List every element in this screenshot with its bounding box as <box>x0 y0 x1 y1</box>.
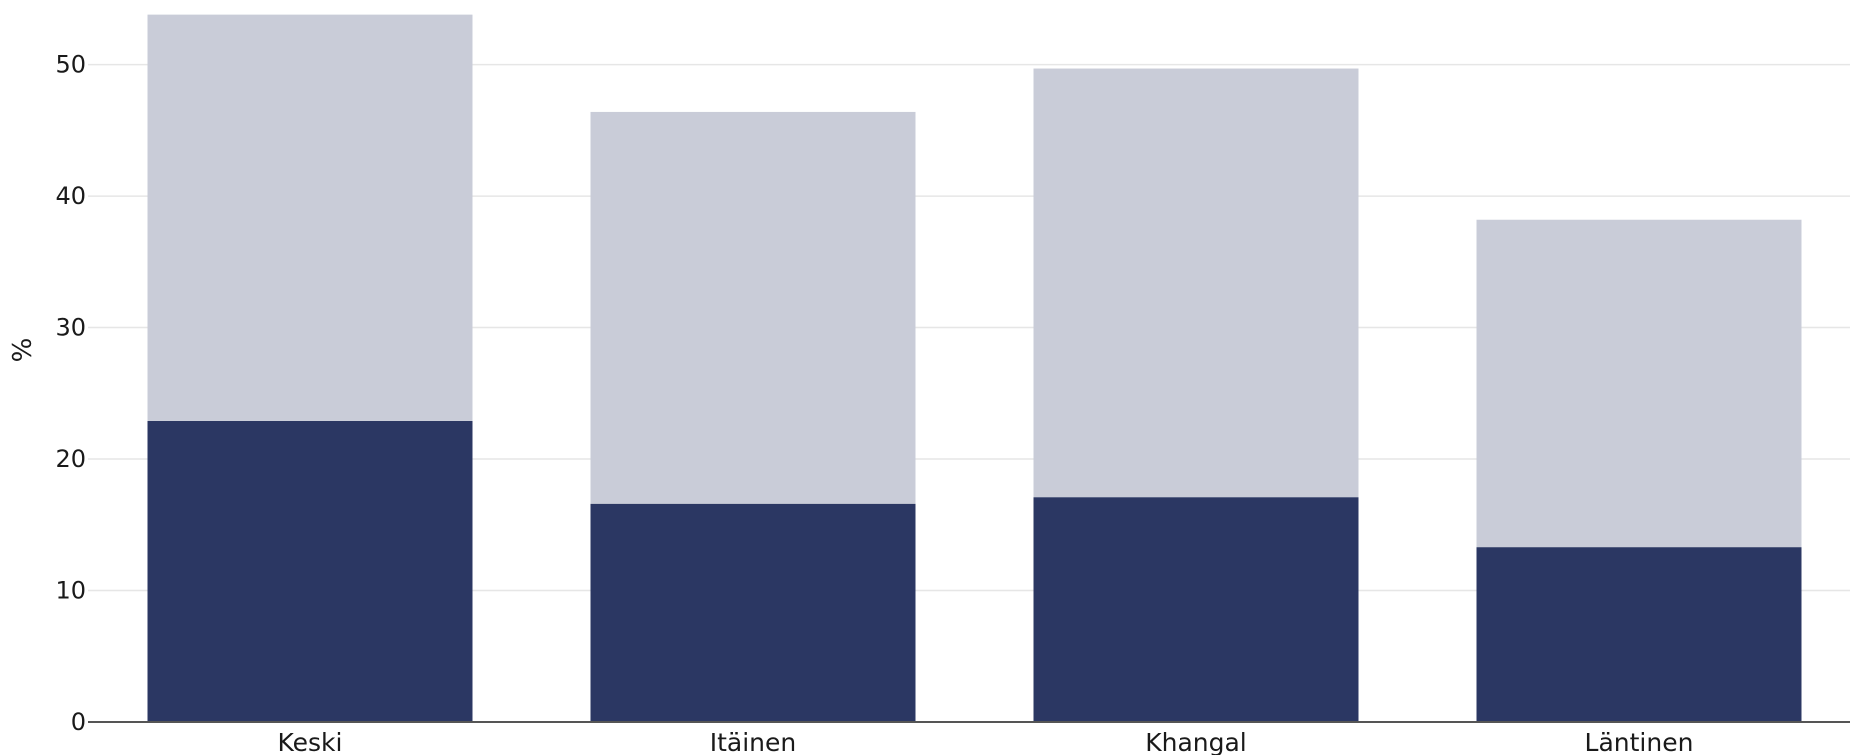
bar-segment-itäinen-1 <box>590 503 916 722</box>
bar-segment-keski-1 <box>147 420 473 722</box>
y-tick-label: 30 <box>55 314 86 342</box>
bars <box>147 14 1802 722</box>
x-category-label: Itäinen <box>710 728 797 755</box>
bar-segment-itäinen-2 <box>590 111 916 504</box>
y-tick-label: 20 <box>55 445 86 473</box>
y-tick-labels: 0 10 20 30 40 50 <box>55 51 86 736</box>
y-tick-label: 10 <box>55 577 86 605</box>
y-tick-label: 0 <box>71 708 86 736</box>
bar-segment-keski-2 <box>147 14 473 421</box>
x-category-label: Khangal <box>1145 728 1247 755</box>
bar-segment-khangal-1 <box>1033 497 1359 722</box>
bar-segment-läntinen-1 <box>1476 547 1802 722</box>
x-category-label: Läntinen <box>1585 728 1694 755</box>
bar-segment-khangal-2 <box>1033 68 1359 498</box>
bar-segment-läntinen-2 <box>1476 219 1802 548</box>
y-axis-title: % <box>8 338 38 363</box>
x-category-labels: Keski Itäinen Khangal Läntinen <box>278 728 1694 755</box>
x-category-label: Keski <box>278 728 343 755</box>
y-tick-label: 50 <box>55 51 86 79</box>
y-tick-label: 40 <box>55 182 86 210</box>
